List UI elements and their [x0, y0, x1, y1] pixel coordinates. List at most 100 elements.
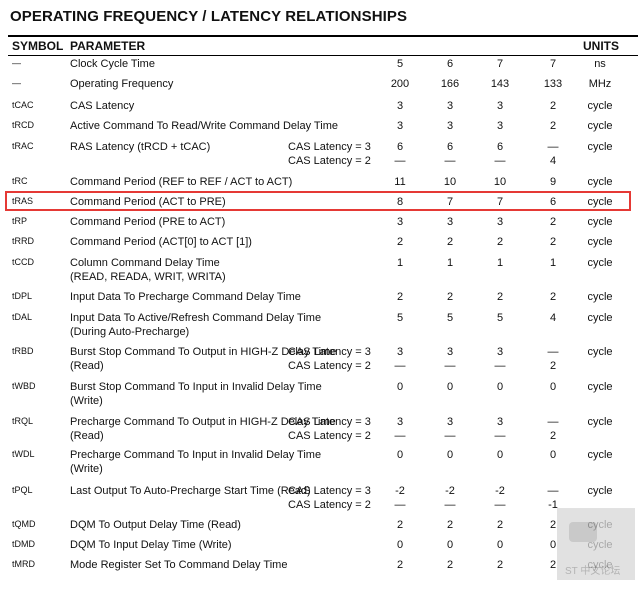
- row-parameter: Active Command To Read/Write Command Del…: [70, 120, 338, 132]
- value-cell: 143: [490, 78, 510, 90]
- table-row: tRCD Active Command To Read/Write Command…: [8, 120, 638, 154]
- value-cell: —: [494, 155, 506, 167]
- row-parameter-detail: (Read): [70, 360, 104, 372]
- value-cell: 2: [496, 291, 504, 303]
- page-title: OPERATING FREQUENCY / LATENCY RELATIONSH…: [10, 8, 408, 25]
- value-cell: 2: [496, 236, 504, 248]
- row-symbol: —: [12, 58, 21, 68]
- value-cell: 3: [396, 100, 404, 112]
- unit-cell: cycle: [587, 216, 613, 228]
- unit-cell: cycle: [587, 100, 613, 112]
- value-cell: —: [444, 499, 456, 511]
- value-cell: 10: [493, 176, 507, 188]
- table-row: tRAC RAS Latency (tRCD + tCAC) CAS Latency…: [8, 141, 638, 175]
- row-symbol: —: [12, 78, 21, 88]
- value-cell: 2: [549, 519, 557, 531]
- value-cell: 2: [396, 236, 404, 248]
- table-row: tDPL Input Data To Precharge Command Dela…: [8, 291, 638, 325]
- value-cell: 2: [446, 236, 454, 248]
- value-cell: —: [444, 155, 456, 167]
- table-row: tRC Command Period (REF to REF / ACT to A…: [8, 176, 638, 210]
- row-symbol: tRP: [12, 216, 28, 226]
- value-cell: 0: [549, 381, 557, 393]
- row-parameter: Input Data To Active/Refresh Command Del…: [70, 312, 322, 324]
- value-cell: 3: [396, 416, 404, 428]
- row-symbol: tDMD: [12, 539, 35, 549]
- value-cell: 0: [496, 449, 504, 461]
- value-cell: -2: [495, 485, 505, 497]
- value-cell: 2: [549, 430, 557, 442]
- cas-latency-label: CAS Latency = 3: [288, 416, 371, 428]
- value-cell: 0: [549, 449, 557, 461]
- unit-cell: cycle: [587, 291, 613, 303]
- cas-latency-label: CAS Latency = 2: [288, 499, 371, 511]
- unit-cell: cycle: [587, 236, 613, 248]
- unit-cell: cycle: [587, 141, 613, 153]
- value-cell: —: [394, 430, 406, 442]
- table-row: tWBD Burst Stop Command To Input in Inval…: [8, 381, 638, 415]
- row-symbol: tRRD: [12, 236, 34, 246]
- watermark-logo: ST 中文论坛: [557, 508, 635, 580]
- row-parameter: Clock Cycle Time: [70, 58, 155, 70]
- row-symbol: tWDL: [12, 449, 35, 459]
- cas-latency-label: CAS Latency = 3: [288, 485, 371, 497]
- row-parameter-detail: (Write): [70, 395, 103, 407]
- row-parameter-detail: (During Auto-Precharge): [70, 326, 190, 338]
- value-cell: -2: [395, 485, 405, 497]
- row-parameter: Mode Register Set To Command Delay Time: [70, 559, 288, 571]
- row-parameter: Precharge Command To Input in Invalid De…: [70, 449, 322, 461]
- value-cell: 10: [443, 176, 457, 188]
- value-cell: 2: [396, 519, 404, 531]
- value-cell: 0: [446, 449, 454, 461]
- unit-cell: cycle: [587, 485, 613, 497]
- row-parameter: Precharge Command To Output in HIGH-Z De…: [70, 416, 336, 428]
- value-cell: 6: [446, 141, 454, 153]
- cas-latency-label: CAS Latency = 2: [288, 430, 371, 442]
- row-parameter: DQM To Output Delay Time (Read): [70, 519, 241, 531]
- value-cell: 2: [549, 120, 557, 132]
- value-cell: 3: [396, 216, 404, 228]
- row-parameter-detail: (Write): [70, 463, 103, 475]
- row-symbol: tPQL: [12, 485, 33, 495]
- header-units: UNITS: [583, 39, 619, 53]
- value-cell: 2: [446, 291, 454, 303]
- value-cell: —: [394, 499, 406, 511]
- value-cell: -2: [445, 485, 455, 497]
- value-cell: 0: [549, 539, 557, 551]
- table-row: tRAS Command Period (ACT to PRE) 8 7 7 6 cycle: [8, 196, 638, 230]
- row-symbol: tMRD: [12, 559, 35, 569]
- value-cell: —: [547, 485, 559, 497]
- table-row: tWDL Precharge Command To Input in Invali…: [8, 449, 638, 483]
- value-cell: 2: [496, 519, 504, 531]
- value-cell: 3: [396, 120, 404, 132]
- unit-cell: MHz: [588, 78, 612, 90]
- unit-cell: cycle: [587, 416, 613, 428]
- row-parameter-detail: (Read): [70, 430, 104, 442]
- value-cell: 7: [446, 196, 454, 208]
- cas-latency-label: CAS Latency = 2: [288, 360, 371, 372]
- table-row: tRP Command Period (PRE to ACT) 3 3 3 2 cycle: [8, 216, 638, 250]
- value-cell: —: [547, 346, 559, 358]
- value-cell: 5: [496, 312, 504, 324]
- value-cell: 2: [549, 360, 557, 372]
- unit-cell: cycle: [587, 312, 613, 324]
- value-cell: 3: [496, 120, 504, 132]
- value-cell: 2: [549, 100, 557, 112]
- row-parameter: Burst Stop Command To Output in HIGH-Z D…: [70, 346, 337, 358]
- row-parameter: RAS Latency (tRCD + tCAC): [70, 141, 211, 153]
- unit-cell: cycle: [587, 381, 613, 393]
- value-cell: 1: [446, 257, 454, 269]
- table-row: tCAC CAS Latency 3 3 3 2 cycle: [8, 100, 638, 134]
- row-parameter: CAS Latency: [70, 100, 135, 112]
- row-parameter: Burst Stop Command To Input in Invalid D…: [70, 381, 322, 393]
- value-cell: 3: [446, 346, 454, 358]
- value-cell: 2: [549, 236, 557, 248]
- value-cell: 3: [446, 416, 454, 428]
- unit-cell: cycle: [587, 120, 613, 132]
- value-cell: 3: [496, 216, 504, 228]
- value-cell: 5: [396, 58, 404, 70]
- value-cell: 166: [440, 78, 460, 90]
- value-cell: 0: [396, 381, 404, 393]
- value-cell: 1: [549, 257, 557, 269]
- row-symbol: tRAS: [12, 196, 34, 206]
